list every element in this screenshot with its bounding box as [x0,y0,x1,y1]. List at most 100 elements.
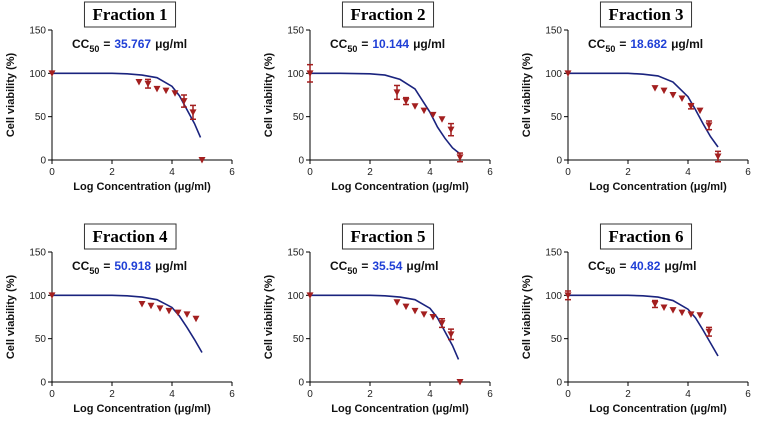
cc50-annotation: CC50 = 35.767 μg/ml [72,37,187,54]
data-point [447,126,455,134]
x-tick-label: 0 [49,167,55,178]
data-point [669,307,677,314]
y-axis-label: Cell viability (%) [263,52,275,137]
chart-panel: Fraction 3 0 50 100 150 0 2 4 6 Log Concentration… [521,1,751,193]
cc-value: 35.54 [372,259,402,273]
data-point [705,328,713,336]
y-tick-label: 150 [545,26,562,37]
fit-curve [52,72,202,138]
x-axis-label: Log Concentration (μg/ml) [73,181,211,193]
cc-unit: μg/ml [671,37,703,51]
cc-value: 35.767 [114,37,151,51]
x-tick-label: 4 [685,389,691,400]
data-point [669,92,677,99]
cc50-annotation: CC50 = 50.918 μg/ml [72,259,187,276]
cc50-annotation: CC50 = 18.682 μg/ml [588,37,703,54]
data-point [420,107,428,115]
data-point [411,307,419,315]
x-tick-label: 2 [625,167,631,178]
y-axis-label: Cell viability (%) [521,274,533,359]
data-point [429,314,437,321]
y-tick-label: 100 [287,291,304,302]
chart-panel: Fraction 2 0 50 100 150 0 2 4 6 Log Concentration… [263,1,493,193]
y-tick-label: 150 [287,248,304,259]
x-tick-label: 0 [307,389,313,400]
data-point [696,312,704,319]
cc-equals: = [103,37,110,51]
cc-equals: = [103,259,110,273]
x-tick-label: 6 [487,389,493,400]
data-point [153,85,161,93]
data-point [198,157,206,164]
y-tick-label: 0 [298,378,304,389]
cc-value: 18.682 [630,37,667,51]
y-tick-label: 0 [40,156,46,167]
data-point [189,109,197,116]
cc-unit: μg/ml [155,259,187,273]
data-point [171,90,179,97]
data-point [156,305,164,312]
data-point [420,311,428,318]
data-point [447,331,455,338]
y-tick-label: 150 [545,248,562,259]
y-tick-label: 50 [293,112,305,123]
data-point [180,98,188,105]
cc-equals: = [619,259,626,273]
y-axis-label: Cell viability (%) [5,52,17,137]
x-tick-label: 0 [49,389,55,400]
y-axis-label: Cell viability (%) [263,274,275,359]
fit-curve [310,294,460,360]
y-axis-label: Cell viability (%) [5,274,17,359]
data-point [48,292,56,299]
data-point [660,304,668,311]
data-point [687,103,695,110]
data-point [411,103,419,110]
x-axis-label: Log Concentration (μg/ml) [331,403,469,415]
data-point [144,80,152,88]
cc-subscript: 50 [347,44,357,54]
chart-panel: Fraction 6 0 50 100 150 0 2 4 6 Log Concentration… [521,223,751,415]
fit-curve [310,72,461,155]
title-box [83,1,177,28]
data-point [192,315,200,323]
x-tick-label: 6 [745,167,751,178]
y-tick-label: 0 [556,378,562,389]
cc-equals: = [361,37,368,51]
data-point [714,153,722,161]
data-point [147,302,155,310]
x-tick-label: 2 [367,167,373,178]
x-tick-label: 4 [685,167,691,178]
y-tick-label: 0 [40,378,46,389]
data-point [165,307,173,315]
cc-subscript: 50 [605,44,615,54]
fit-curve [568,72,719,148]
data-point [687,311,695,318]
fit-curve [52,294,203,353]
cc-unit: μg/ml [406,259,438,273]
y-tick-label: 50 [293,334,305,345]
x-tick-label: 0 [307,167,313,178]
data-point [696,107,704,115]
data-point [138,301,146,308]
cc50-annotation: CC50 = 35.54 μg/ml [330,259,438,276]
data-point [651,85,659,92]
y-tick-label: 150 [29,26,46,37]
y-tick-label: 100 [29,69,46,80]
data-point [429,111,437,119]
x-tick-label: 2 [625,389,631,400]
data-point [183,311,191,318]
title-box [599,1,693,28]
data-point [564,292,572,299]
chart-panel: Fraction 1 0 50 100 150 0 2 4 6 Log Concentration… [5,1,235,193]
cc-prefix: CC [588,37,606,51]
x-tick-label: 2 [109,389,115,400]
data-point [660,87,668,95]
x-axis-label: Log Concentration (μg/ml) [589,181,727,193]
x-tick-label: 2 [109,167,115,178]
title-box [341,1,435,28]
cc-subscript: 50 [89,266,99,276]
cc-unit: μg/ml [413,37,445,51]
y-tick-label: 0 [556,156,562,167]
x-tick-label: 6 [487,167,493,178]
